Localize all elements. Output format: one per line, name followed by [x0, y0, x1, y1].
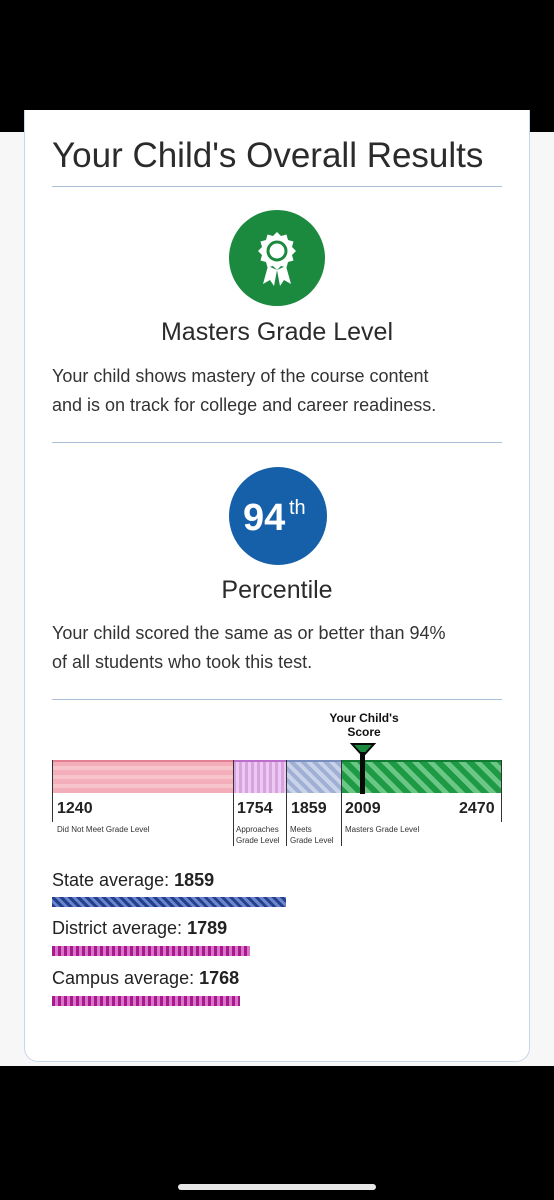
- scale-tick: [341, 760, 342, 846]
- score-value: 1754: [237, 800, 273, 817]
- campus-average-value: 1768: [199, 968, 240, 988]
- district-average-value: 1789: [187, 918, 228, 938]
- level-label-approaches: Approaches Grade Level: [236, 825, 280, 845]
- campus-average-label: Campus average: 1768: [52, 968, 240, 988]
- scale-segment-masters: [341, 760, 502, 793]
- home-indicator[interactable]: [178, 1184, 376, 1190]
- score-value: 2470: [459, 800, 495, 817]
- district-average-label: District average: 1789: [52, 918, 228, 938]
- scale-tick: [52, 760, 53, 822]
- score-value: 2009: [345, 800, 381, 817]
- percentile-badge: 94 th: [229, 467, 327, 565]
- state-average-label: State average: 1859: [52, 870, 215, 890]
- bottom-bar: [0, 1066, 554, 1200]
- child-score-label: Your Child's Score: [329, 711, 399, 739]
- percentile-description: Your child scored the same as or better …: [52, 623, 446, 672]
- award-ribbon-icon: [229, 210, 325, 306]
- page-title: Your Child's Overall Results: [52, 136, 484, 175]
- district-average-bar: [52, 946, 250, 956]
- scale-tick: [233, 760, 234, 846]
- child-score-marker: [360, 752, 365, 794]
- level-heading: Masters Grade Level: [160, 318, 394, 346]
- divider: [52, 699, 502, 700]
- level-label-did-not-meet: Did Not Meet Grade Level: [57, 825, 150, 834]
- percentile-suffix: th: [289, 497, 306, 519]
- state-average-value: 1859: [174, 870, 215, 890]
- scale-segment-approaches: [233, 760, 286, 793]
- divider: [52, 442, 502, 443]
- scale-tick: [286, 760, 287, 846]
- campus-average-bar: [52, 996, 240, 1006]
- level-description: Your child shows mastery of the course c…: [52, 366, 437, 415]
- percentile-heading: Percentile: [221, 576, 333, 604]
- level-label-meets: Meets Grade Level: [290, 825, 334, 845]
- percentile-number: 94: [243, 497, 286, 539]
- score-value: 1859: [291, 800, 327, 817]
- score-marker-arrow-icon: [350, 743, 376, 758]
- score-value: 1240: [57, 800, 93, 817]
- scale-segment-did-not-meet: [52, 760, 233, 793]
- state-average-bar: [52, 897, 286, 907]
- level-label-masters: Masters Grade Level: [345, 825, 420, 834]
- divider: [52, 186, 502, 187]
- scale-tick: [501, 760, 502, 822]
- scale-segment-meets: [286, 760, 341, 793]
